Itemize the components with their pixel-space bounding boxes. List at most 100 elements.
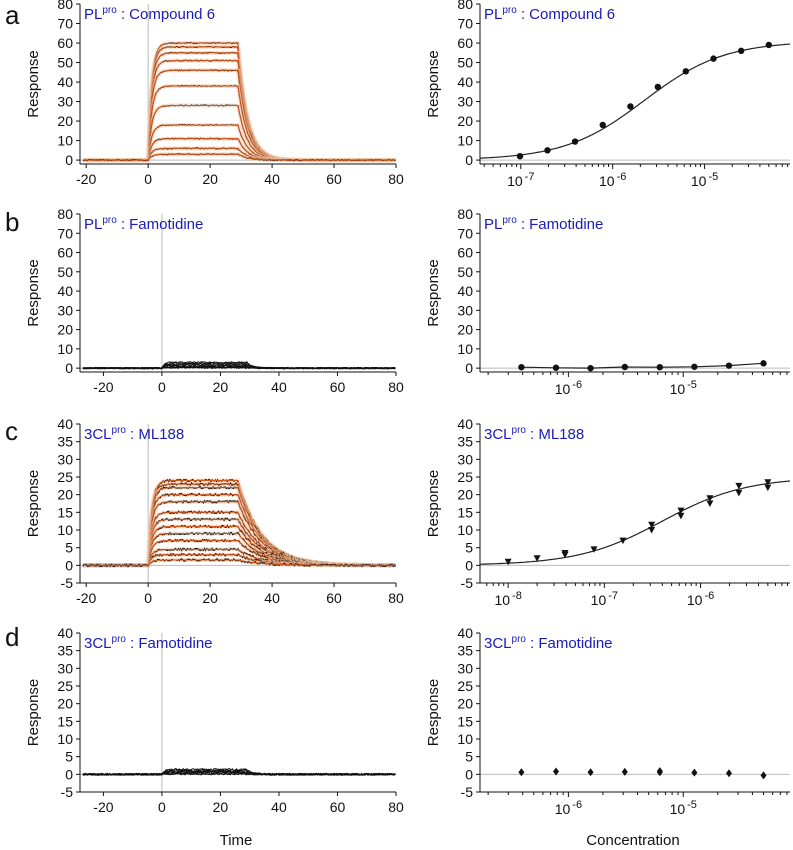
x-tick-exp: -6 bbox=[572, 799, 582, 811]
x-axis-label-time: Time bbox=[220, 832, 253, 849]
y-tick-label: 30 bbox=[457, 660, 473, 676]
data-point bbox=[725, 362, 733, 369]
y-tick-label: 40 bbox=[457, 283, 473, 299]
y-tick-label: 20 bbox=[457, 113, 473, 129]
y-tick-label: 10 bbox=[457, 731, 473, 747]
x-tick-label: 20 bbox=[202, 171, 218, 187]
data-point bbox=[656, 363, 664, 371]
x-tick-label: 10 -5 bbox=[691, 171, 718, 189]
data-point bbox=[590, 546, 598, 553]
y-tick-label: 5 bbox=[465, 540, 473, 556]
title-main: 3CL bbox=[484, 426, 512, 443]
y-tick-label: 25 bbox=[57, 469, 73, 485]
data-point bbox=[552, 767, 559, 776]
x-tick-base: 10 bbox=[599, 173, 615, 189]
data-point bbox=[735, 482, 743, 490]
title-rest: : Compound 6 bbox=[521, 6, 615, 23]
data-point bbox=[737, 47, 745, 55]
x-tick-base: 10 bbox=[494, 592, 510, 608]
x-tick-exp: -6 bbox=[704, 590, 714, 602]
y-tick-label: 10 bbox=[457, 341, 473, 357]
data-point bbox=[760, 360, 767, 367]
chart-b-sensorgram: 0 10 20 30 40 50 60 70 80 -20 0 20 40 60 80 Response PLp… bbox=[25, 206, 404, 395]
x-tick-label: 10 -8 bbox=[494, 590, 521, 608]
y-tick-label: 0 bbox=[65, 360, 73, 376]
title-sup: pro bbox=[512, 634, 527, 645]
y-tick-label: 30 bbox=[57, 94, 73, 110]
panel-title: PLpro: Famotidine bbox=[84, 215, 203, 233]
title-main: 3CL bbox=[84, 426, 112, 443]
data-point bbox=[691, 768, 698, 777]
y-tick-label: 40 bbox=[57, 416, 73, 432]
data-point bbox=[677, 512, 685, 520]
panel-letter-b: b bbox=[5, 207, 19, 237]
x-tick-exp: -5 bbox=[687, 379, 697, 391]
data-point bbox=[706, 500, 714, 507]
fit-curve bbox=[83, 153, 396, 161]
title-rest: : Famotidine bbox=[130, 635, 213, 652]
y-tick-label: 70 bbox=[457, 16, 473, 32]
panel-title: PLpro: Famotidine bbox=[484, 215, 603, 233]
x-tick-label: 80 bbox=[388, 590, 404, 606]
panel-title: 3CLpro: ML188 bbox=[484, 425, 584, 443]
y-tick-label: 10 bbox=[457, 522, 473, 538]
y-tick-label: 5 bbox=[65, 749, 73, 765]
x-tick-label: 40 bbox=[271, 379, 287, 395]
y-tick-label: 10 bbox=[57, 133, 73, 149]
data-point bbox=[706, 495, 714, 502]
title-sup: pro bbox=[102, 5, 117, 16]
panel-letter-a: a bbox=[5, 0, 20, 30]
y-tick-label: 60 bbox=[457, 245, 473, 261]
y-tick-label: 20 bbox=[457, 696, 473, 712]
x-tick-label: 80 bbox=[388, 799, 404, 815]
x-tick-exp: -5 bbox=[687, 799, 697, 811]
y-tick-label: 70 bbox=[57, 225, 73, 241]
y-tick-label: 20 bbox=[57, 113, 73, 129]
y-tick-label: 30 bbox=[457, 451, 473, 467]
x-tick-exp: -7 bbox=[608, 590, 618, 602]
y-tick-label: 70 bbox=[457, 225, 473, 241]
data-point bbox=[599, 121, 606, 129]
x-tick-label: 20 bbox=[202, 590, 218, 606]
data-point bbox=[648, 527, 656, 534]
x-tick-label: 10 -5 bbox=[670, 799, 697, 817]
title-sup: pro bbox=[502, 5, 517, 16]
y-tick-label: 10 bbox=[57, 522, 73, 538]
data-point bbox=[648, 521, 656, 529]
x-tick-label: 10 -6 bbox=[687, 590, 714, 608]
y-axis-label: Response bbox=[425, 679, 442, 747]
data-point bbox=[656, 768, 663, 777]
x-tick-exp: -6 bbox=[617, 171, 627, 183]
title-main: PL bbox=[484, 6, 502, 23]
title-rest: : ML188 bbox=[530, 426, 584, 443]
y-tick-label: 40 bbox=[57, 625, 73, 641]
sensorgram-trace bbox=[82, 366, 396, 370]
data-point bbox=[561, 549, 569, 557]
x-tick-label: 10 -7 bbox=[507, 171, 534, 189]
y-tick-label: 35 bbox=[57, 434, 73, 450]
dose-response-fit bbox=[479, 43, 791, 159]
data-point bbox=[760, 771, 767, 780]
data-point bbox=[627, 103, 634, 110]
title-rest: : Famotidine bbox=[521, 216, 604, 233]
x-tick-label: 10 -6 bbox=[555, 799, 582, 817]
data-point bbox=[571, 138, 579, 145]
x-tick-label: 20 bbox=[213, 379, 229, 395]
y-tick-label: 60 bbox=[57, 35, 73, 51]
y-tick-label: 50 bbox=[457, 264, 473, 280]
title-sup: pro bbox=[512, 425, 527, 436]
data-point bbox=[504, 558, 512, 566]
data-point bbox=[764, 479, 772, 486]
dose-response-fit bbox=[480, 480, 791, 565]
fit-curve bbox=[83, 559, 396, 566]
y-tick-label: 15 bbox=[57, 504, 73, 520]
title-main: 3CL bbox=[484, 635, 512, 652]
x-tick-base: 10 bbox=[555, 381, 571, 397]
y-tick-label: 50 bbox=[457, 55, 473, 71]
data-point bbox=[621, 767, 628, 776]
y-tick-label: 80 bbox=[457, 206, 473, 222]
